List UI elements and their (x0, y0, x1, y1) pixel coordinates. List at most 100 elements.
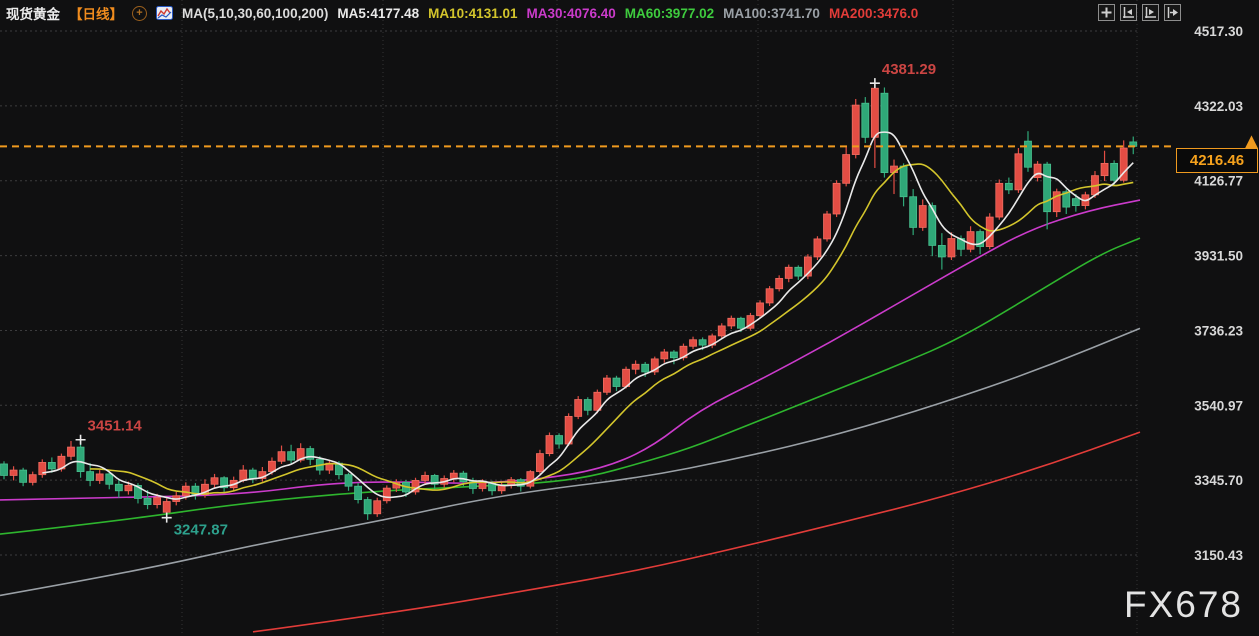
candle-body (937, 245, 946, 258)
candle-body (861, 102, 870, 138)
candle-body (95, 473, 104, 481)
candle-body (1062, 191, 1071, 208)
candle-body (1004, 182, 1013, 191)
candle-body (775, 277, 784, 290)
candle-body (248, 469, 257, 479)
candle-body (143, 498, 152, 505)
candle-body (86, 471, 95, 481)
candle-body (459, 472, 468, 482)
current-price-label: 4216.46 (1176, 148, 1258, 174)
candle-body (727, 317, 736, 327)
candle-body (899, 165, 908, 198)
candle-body (545, 435, 554, 454)
candle-body (1110, 162, 1119, 181)
y-axis-tick-label: 3931.50 (1194, 249, 1243, 264)
y-axis-tick-label: 3150.43 (1194, 548, 1243, 563)
candle-body (717, 325, 726, 337)
candle-body (76, 446, 85, 473)
candle-body (842, 154, 851, 184)
candle-body (823, 213, 831, 240)
candle-body (9, 469, 18, 476)
candle-body (650, 358, 659, 373)
candle-body (583, 399, 592, 411)
y-axis-tick-label: 3540.97 (1194, 398, 1243, 413)
ma10-value: MA10:4131.01 (428, 5, 518, 21)
candle-body (296, 448, 305, 461)
candle-body (985, 216, 994, 247)
candle-body (593, 391, 602, 411)
candle-body (660, 351, 669, 360)
candle-body (736, 317, 745, 329)
candle-body (555, 435, 563, 445)
candle-body (1024, 140, 1032, 168)
watermark-logo: FX678 (1123, 584, 1243, 625)
mini-chart-logo-icon (156, 6, 173, 20)
candle-body (67, 446, 75, 457)
candle-body (918, 205, 927, 228)
candle-body (851, 104, 860, 155)
candle-body (38, 462, 47, 476)
candle-body (995, 182, 1004, 218)
candle-body (287, 451, 296, 461)
ma5-value: MA5:4177.48 (337, 5, 420, 21)
latest-price-arrow-icon (1245, 135, 1258, 152)
candle-body (689, 339, 697, 347)
candle-body (813, 238, 822, 258)
pan-crosshair-icon[interactable] (1098, 4, 1115, 21)
candle-body (1119, 147, 1128, 181)
candle-body (1052, 191, 1061, 213)
candle-body (47, 462, 56, 470)
candle-body (134, 485, 142, 499)
candle-body (19, 469, 28, 483)
candle-body (28, 474, 37, 483)
candle-body (306, 448, 315, 460)
candle-body (765, 288, 774, 304)
candle-body (1100, 162, 1109, 177)
candle-body (373, 500, 382, 515)
candle-body (526, 471, 535, 487)
candle-body (162, 501, 171, 513)
scroll-chart-right-icon[interactable] (1142, 4, 1159, 21)
y-axis-tick-label: 3345.70 (1194, 473, 1243, 488)
candle-body (344, 474, 353, 487)
ma-line-ma100 (0, 327, 1141, 597)
candle-body (105, 473, 114, 485)
extreme-marker-cross-icon (161, 512, 172, 523)
candle-body (794, 266, 803, 277)
candle-body (239, 469, 248, 481)
candle-body (124, 485, 133, 492)
chart-toolbar (1098, 4, 1181, 21)
candle-body (803, 256, 812, 277)
extreme-marker-cross-icon (75, 434, 86, 445)
ma30-value: MA30:4076.40 (526, 5, 616, 21)
y-axis-tick-label: 4517.30 (1194, 24, 1243, 39)
ma-line-ma10 (90, 163, 1134, 495)
candle-body (976, 231, 985, 247)
candle-body (354, 485, 362, 501)
candle-body (909, 196, 918, 228)
y-axis-tick-label: 4322.03 (1194, 99, 1243, 114)
candle-body (0, 463, 8, 476)
candle-body (210, 477, 219, 485)
candle-body (421, 475, 429, 481)
ma-line-ma200 (252, 431, 1141, 633)
go-to-latest-icon[interactable] (1164, 4, 1181, 21)
y-axis-tick-label: 3736.23 (1194, 323, 1243, 338)
candle-body (536, 453, 544, 473)
scroll-chart-left-icon[interactable] (1120, 4, 1137, 21)
candle-body (277, 451, 286, 462)
plus-circle-icon[interactable]: + (132, 5, 147, 21)
ma-line-ma30 (0, 199, 1141, 501)
candle-body (220, 477, 229, 489)
candle-body (430, 475, 439, 485)
ma-line-ma5 (42, 131, 1134, 500)
candle-body (947, 238, 956, 258)
candle-body (631, 363, 640, 370)
price-annotation: 3247.87 (174, 522, 228, 539)
y-axis-tick-label: 4126.77 (1194, 174, 1243, 189)
candle-body (966, 231, 975, 250)
price-annotation: 4381.29 (882, 61, 936, 78)
candle-body (612, 377, 621, 387)
